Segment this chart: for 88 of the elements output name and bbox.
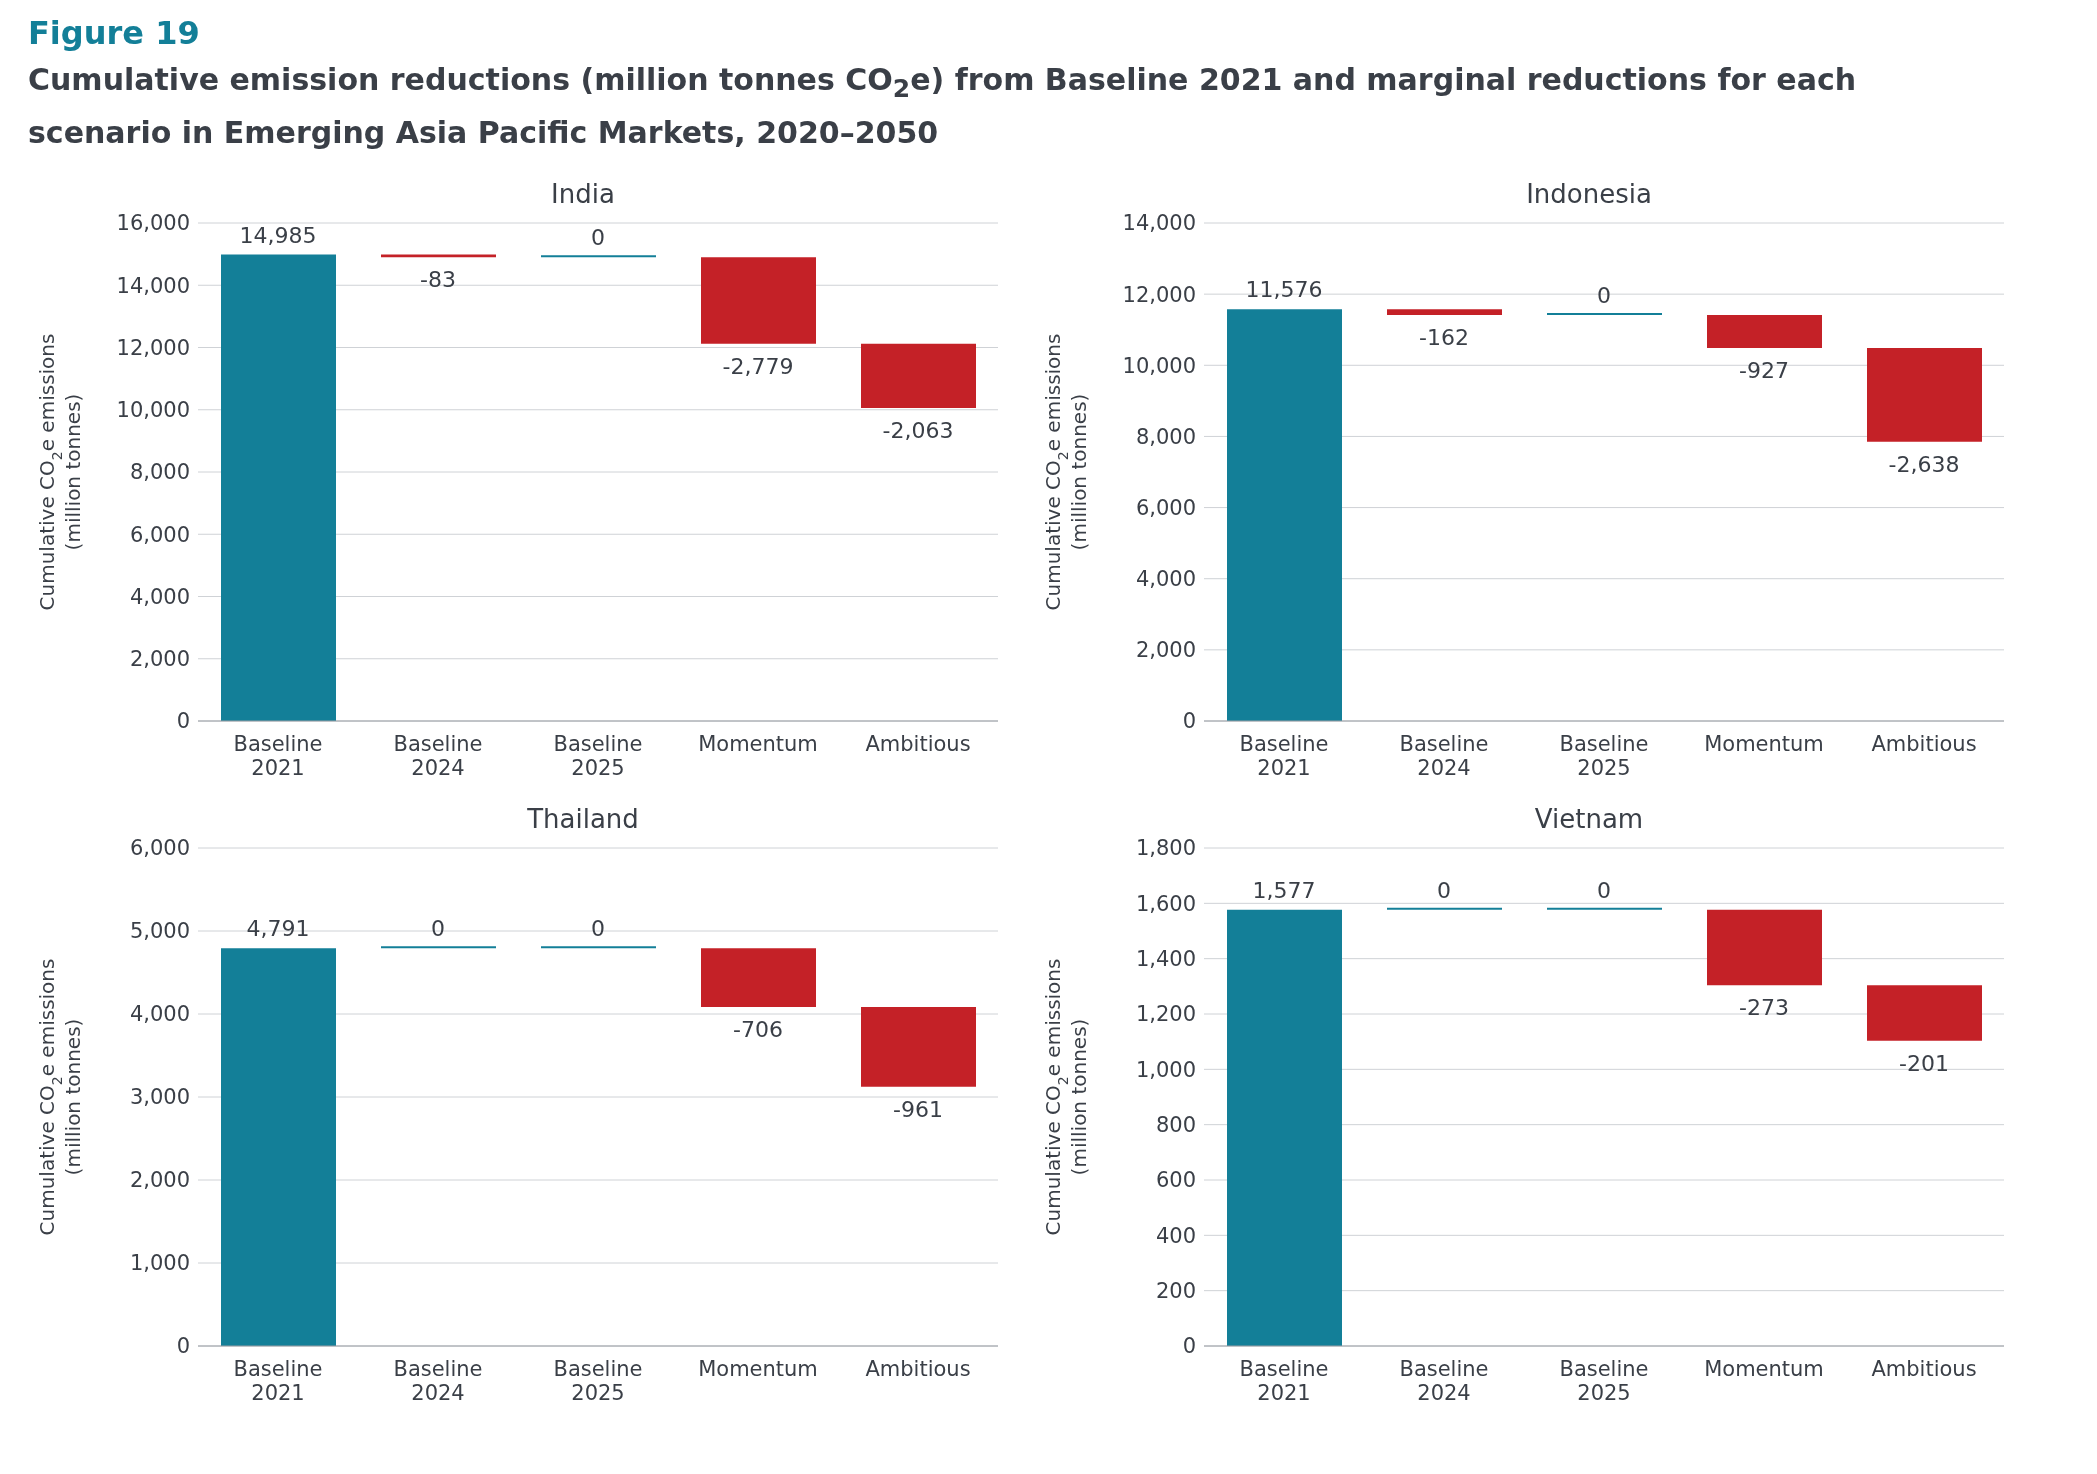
x-tick-label: Momentum [698, 1357, 818, 1381]
data-label: -2,779 [722, 353, 794, 379]
y-tick-label: 1,800 [1135, 836, 1196, 861]
y-tick-label: 8,000 [1135, 424, 1196, 449]
y-tick-label: 4,000 [129, 1002, 190, 1027]
y-tick-label: 2,000 [1135, 638, 1196, 663]
data-label: -162 [1419, 324, 1469, 350]
x-tick-label: Ambitious [1871, 1357, 1977, 1381]
chart-title: Indonesia [1525, 179, 1653, 211]
data-label: -2,063 [882, 417, 954, 443]
y-tick-label: 10,000 [116, 398, 190, 423]
data-label: 14,985 [239, 222, 317, 248]
bar [1227, 309, 1342, 721]
x-tick-label: Baseline 2025 [553, 1357, 643, 1405]
data-label: -273 [1739, 995, 1789, 1021]
caption: Figure 19 [28, 14, 201, 52]
y-tick-label: 10,000 [1122, 353, 1196, 378]
x-tick-label: Ambitious [1871, 732, 1977, 756]
y-tick-label: 2,000 [129, 647, 190, 672]
bar [701, 257, 816, 344]
x-tick-label: Baseline 2025 [1559, 1357, 1649, 1405]
data-label: -2,638 [1888, 451, 1960, 477]
data-label: 0 [1437, 877, 1451, 903]
y-tick-label: 0 [176, 709, 190, 734]
y-tick-label: 0 [176, 1334, 190, 1359]
y-tick-label: 6,000 [129, 836, 190, 861]
y-tick-label: 5,000 [129, 919, 190, 944]
data-label: -201 [1899, 1050, 1949, 1076]
bar [1867, 347, 1982, 442]
chart-title: India [550, 179, 616, 211]
data-label: -83 [420, 267, 456, 293]
y-tick-label: 1,600 [1135, 891, 1196, 916]
x-tick-label: Baseline 2024 [1399, 732, 1489, 780]
data-label: 1,577 [1252, 877, 1316, 903]
data-label: 11,576 [1245, 277, 1323, 303]
y-tick-label: 0 [1182, 709, 1196, 734]
x-tick-label: Momentum [1704, 1357, 1824, 1381]
text: Cumulative emission reductions (million tonnes CO$_{2}$e) from Baseline 2021 and marginal reductions for each scenario in Emerging Asia Pacific Markets, 2020–2050 [28, 61, 1858, 152]
y-tick-label: 14,000 [1122, 211, 1196, 236]
y-tick-label: 0 [1182, 1334, 1196, 1359]
y-tick-label: 4,000 [1135, 567, 1196, 592]
data-label: 0 [1597, 282, 1611, 308]
x-tick-label: Baseline 2021 [233, 732, 323, 780]
x-tick-label: Baseline 2024 [1399, 1357, 1489, 1405]
y-tick-label: 6,000 [1135, 496, 1196, 521]
data-label: 0 [1597, 877, 1611, 903]
x-tick-label: Baseline 2024 [393, 732, 483, 780]
chart-title: Vietnam [1533, 804, 1645, 836]
y-tick-label: 4,000 [129, 584, 190, 609]
data-label: 0 [431, 916, 445, 942]
x-tick-label: Momentum [1704, 732, 1824, 756]
y-tick-label: 16,000 [116, 211, 190, 236]
x-tick-label: Baseline 2025 [1559, 732, 1649, 780]
y-tick-label: 12,000 [116, 335, 190, 360]
x-tick-label: Baseline 2025 [553, 732, 643, 780]
y-tick-label: 1,000 [129, 1251, 190, 1276]
data-label: 4,791 [246, 916, 310, 942]
y-tick-label: 200 [1155, 1279, 1196, 1304]
y-tick-label: 1,200 [1135, 1002, 1196, 1027]
y-tick-label: 2,000 [129, 1168, 190, 1193]
y-tick-label: 12,000 [1122, 282, 1196, 307]
y-tick-label: 600 [1155, 1168, 1196, 1193]
bar [1707, 314, 1822, 348]
y-tick-label: 800 [1155, 1113, 1196, 1138]
y-tick-label: 14,000 [116, 273, 190, 298]
data-label: 0 [591, 225, 605, 251]
x-tick-label: Baseline 2024 [393, 1357, 483, 1405]
y-tick-label: 1,000 [1135, 1057, 1196, 1082]
data-label: -927 [1739, 357, 1789, 383]
data-label: -961 [893, 1096, 943, 1122]
bar [1387, 309, 1502, 315]
x-tick-label: Ambitious [865, 1357, 971, 1381]
x-tick-label: Ambitious [865, 732, 971, 756]
x-tick-label: Baseline 2021 [1239, 732, 1329, 780]
bar [861, 343, 976, 408]
x-tick-label: Baseline 2021 [1239, 1357, 1329, 1405]
bar [221, 254, 336, 721]
bar [541, 255, 656, 258]
x-tick-label: Baseline 2021 [233, 1357, 323, 1405]
y-tick-label: 1,400 [1135, 947, 1196, 972]
x-tick-label: Momentum [698, 732, 818, 756]
chart-title: Thailand [526, 804, 640, 836]
data-label: -706 [733, 1016, 783, 1042]
y-tick-label: 8,000 [129, 460, 190, 485]
y-tick-label: 6,000 [129, 522, 190, 547]
y-tick-label: 3,000 [129, 1085, 190, 1110]
y-tick-label: 400 [1155, 1223, 1196, 1248]
data-label: 0 [591, 916, 605, 942]
